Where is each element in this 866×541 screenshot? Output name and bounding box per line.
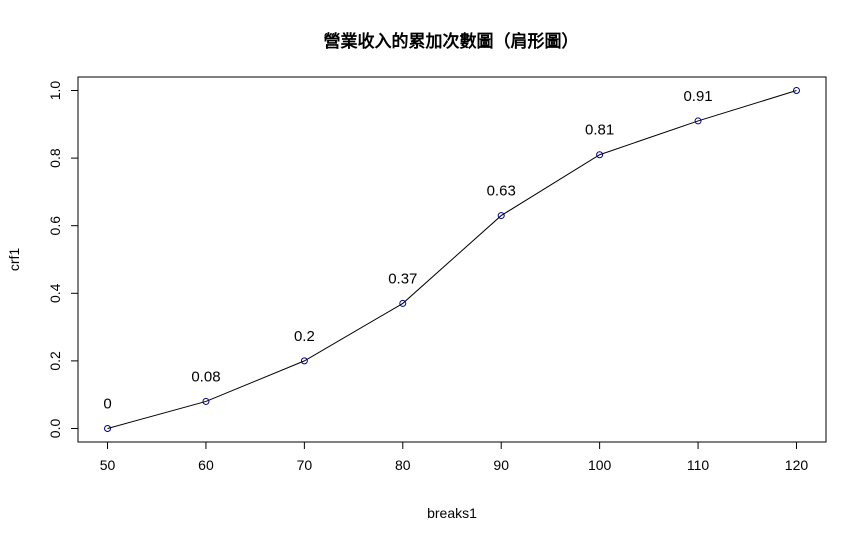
y-axis: 0.0 0.2 0.4 0.6 0.8 1.0 [47,81,79,439]
data-point [104,424,112,432]
data-label: 0.63 [487,183,516,200]
x-tick-label: 60 [198,457,214,473]
y-tick-label: 0.0 [47,419,63,439]
x-tick-label: 80 [395,457,411,473]
series-line [107,90,797,429]
y-tick-label: 0.8 [47,148,63,168]
x-tick-label: 50 [100,457,116,473]
x-tick-label: 100 [588,457,612,473]
data-label: 0.08 [191,368,220,385]
data-point [497,212,505,220]
data-label: 0 [103,395,111,412]
data-point [792,87,800,95]
data-label: 0.2 [294,328,315,345]
data-label: 0.81 [585,122,614,139]
data-point [300,357,308,365]
data-point [399,299,407,307]
data-labels-group: 0 0.08 0.2 0.37 0.63 0.81 0.91 [103,88,712,413]
data-label: 0.37 [388,270,417,287]
x-tick-label: 90 [493,457,509,473]
x-tick-label: 70 [297,457,313,473]
y-axis-label: crf1 [6,248,22,272]
y-tick-label: 0.2 [47,351,63,371]
data-point [202,397,210,405]
data-points-group [104,87,800,432]
y-tick-label: 1.0 [47,81,63,101]
x-tick-label: 120 [785,457,809,473]
chart-title: 營業收入的累加次數圖（肩形圖） [324,31,579,52]
data-label: 0.91 [683,88,712,105]
y-tick-label: 0.4 [47,283,63,303]
x-tick-label: 110 [687,457,710,473]
x-axis-label: breaks1 [427,505,477,521]
x-axis: 50 60 70 80 90 100 110 120 [100,441,809,473]
y-tick-label: 0.6 [47,216,63,236]
data-point [596,151,604,159]
data-point [694,117,702,125]
series-line-group [107,90,797,429]
